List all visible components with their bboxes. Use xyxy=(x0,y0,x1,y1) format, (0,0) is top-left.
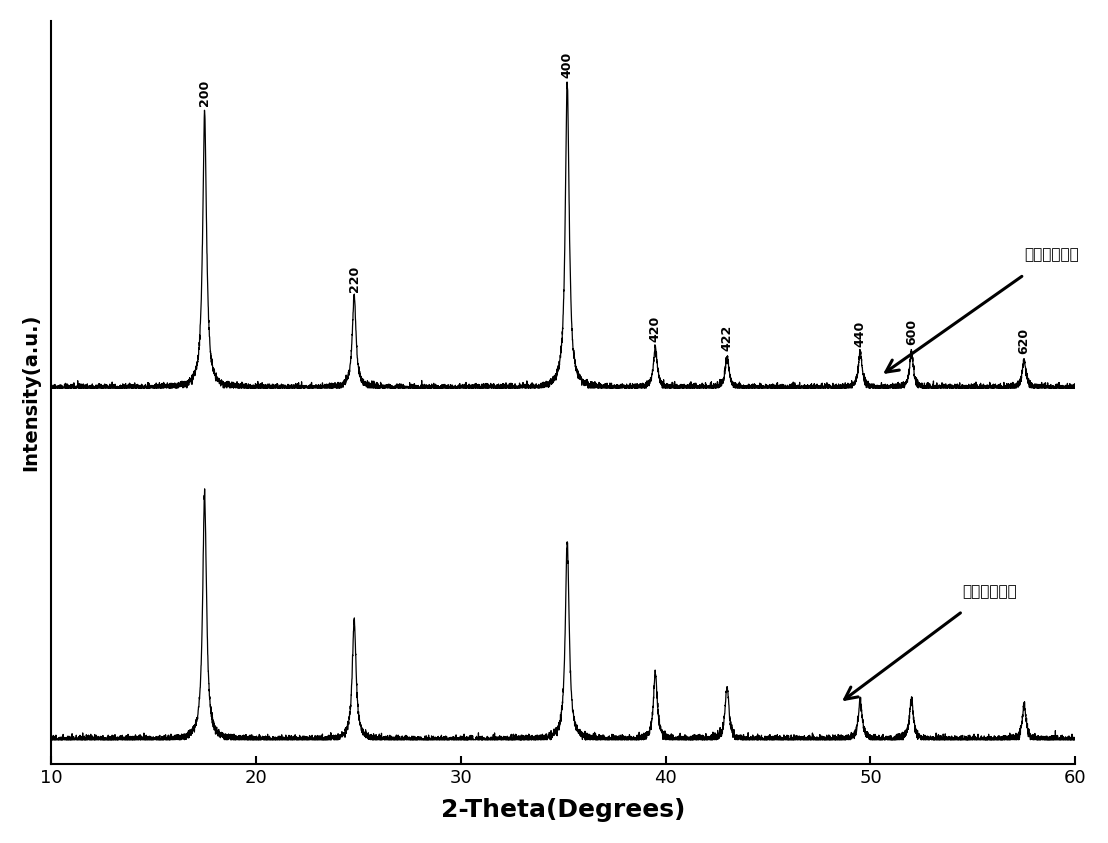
Text: 440: 440 xyxy=(854,320,866,346)
Text: 620: 620 xyxy=(1017,328,1030,354)
Text: 200: 200 xyxy=(198,79,212,106)
Text: 冰乙酸处理前: 冰乙酸处理前 xyxy=(1024,248,1079,262)
X-axis label: 2-Theta(Degrees): 2-Theta(Degrees) xyxy=(441,798,686,822)
Y-axis label: Intensity(a.u.): Intensity(a.u.) xyxy=(21,314,40,471)
Text: 冰乙酸处理后: 冰乙酸处理后 xyxy=(963,584,1017,599)
Text: 420: 420 xyxy=(649,315,661,341)
Text: 600: 600 xyxy=(905,319,917,345)
Text: 220: 220 xyxy=(348,266,361,292)
Text: 422: 422 xyxy=(720,325,733,351)
Text: 400: 400 xyxy=(561,52,574,78)
